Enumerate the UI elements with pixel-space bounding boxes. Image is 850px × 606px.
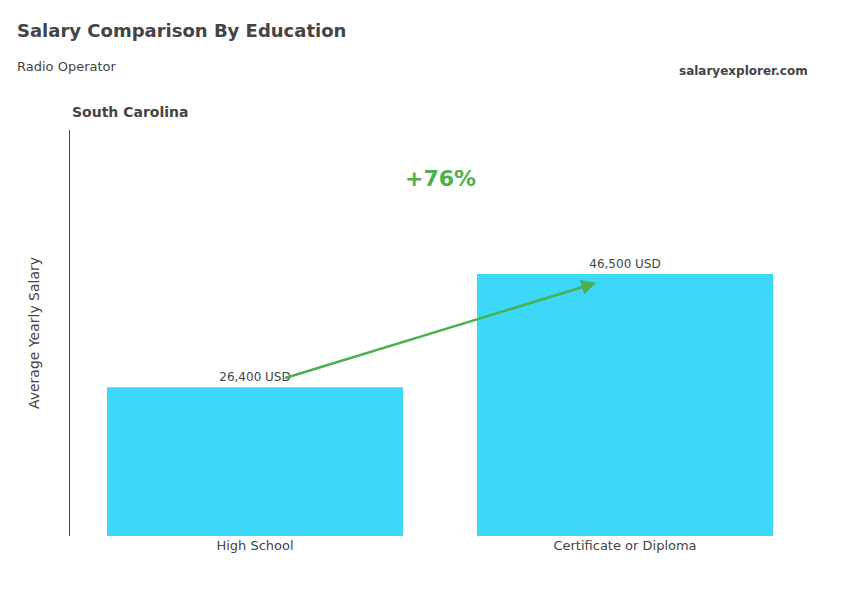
svg-text:46,500 USD: 46,500 USD: [589, 257, 660, 271]
svg-text:High School: High School: [216, 538, 293, 553]
svg-text:Certificate or Diploma: Certificate or Diploma: [553, 538, 696, 553]
svg-text:salaryexplorer.com: salaryexplorer.com: [679, 64, 808, 78]
svg-text:26,400 USD: 26,400 USD: [219, 370, 290, 384]
svg-text:Radio Operator: Radio Operator: [17, 59, 117, 74]
svg-text:+76%: +76%: [405, 166, 476, 191]
svg-text:Average Yearly Salary: Average Yearly Salary: [26, 257, 42, 409]
svg-text:Salary Comparison By Education: Salary Comparison By Education: [17, 20, 346, 41]
svg-text:South Carolina: South Carolina: [72, 104, 188, 120]
